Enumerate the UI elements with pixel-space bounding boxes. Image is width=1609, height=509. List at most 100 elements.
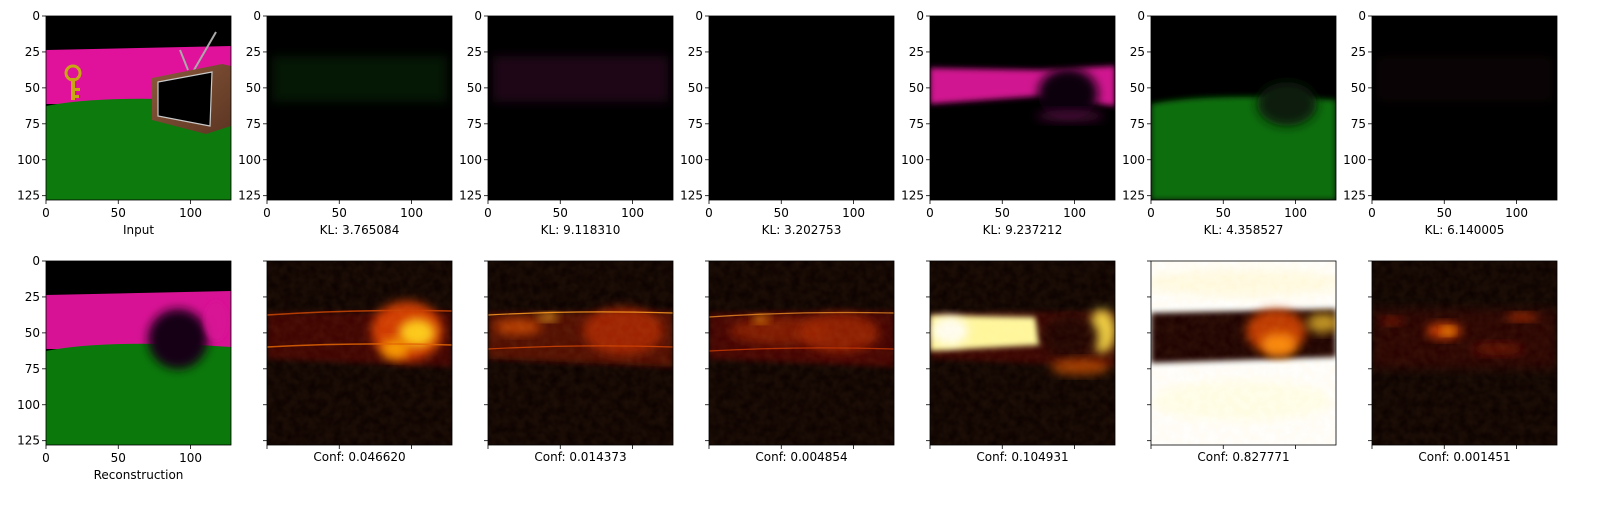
y-tick-label: 75 <box>467 117 482 131</box>
kl-caption: KL: 3.202753 <box>762 223 842 237</box>
heat-texture <box>267 261 452 445</box>
panel-frame <box>929 260 1116 446</box>
y-tick-label: 125 <box>1122 189 1145 203</box>
top-panel-4: 0 50 100 0 25 50 75 100 125 KL: 9.237212 <box>901 9 1116 237</box>
bottom-panel-1: Conf: 0.046620 <box>263 260 453 464</box>
y-tick-label: 50 <box>467 81 482 95</box>
panel-frame <box>1150 15 1337 201</box>
x-tick-label: 0 <box>705 206 713 220</box>
x-tick-label: 100 <box>1063 206 1086 220</box>
y-tick-label: 25 <box>25 45 40 59</box>
kl-caption: KL: 6.140005 <box>1425 223 1505 237</box>
heat-texture <box>709 261 894 445</box>
y-tick-label: 100 <box>1343 153 1366 167</box>
y-tick-label: 75 <box>25 362 40 376</box>
y-tick-label: 75 <box>1130 117 1145 131</box>
y-tick-label: 50 <box>246 81 261 95</box>
y-tick-label: 25 <box>467 45 482 59</box>
y-tick-label: 100 <box>17 153 40 167</box>
y-tick-label: 125 <box>17 189 40 203</box>
heat-texture <box>1151 261 1336 445</box>
y-tick-label: 0 <box>1137 9 1145 23</box>
heat-texture <box>488 261 673 445</box>
y-tick-label: 50 <box>909 81 924 95</box>
confidence-heatmap <box>1151 261 1336 445</box>
y-tick-label: 100 <box>680 153 703 167</box>
y-tick-label: 75 <box>25 117 40 131</box>
x-tick-label: 0 <box>42 451 50 465</box>
y-tick-label: 50 <box>688 81 703 95</box>
x-tick-label: 100 <box>1284 206 1307 220</box>
y-tick-label: 125 <box>238 189 261 203</box>
y-tick-label: 100 <box>459 153 482 167</box>
x-tick-label: 50 <box>1437 206 1452 220</box>
y-tick-label: 25 <box>909 45 924 59</box>
y-tick-label: 125 <box>1343 189 1366 203</box>
top-panel-5: 0 50 100 0 25 50 75 100 125 KL: 4.358527 <box>1122 9 1337 237</box>
y-tick-label: 25 <box>688 45 703 59</box>
kl-caption: KL: 9.237212 <box>983 223 1063 237</box>
x-tick-label: 100 <box>621 206 644 220</box>
x-tick-label: 50 <box>1216 206 1231 220</box>
kl-caption: KL: 9.118310 <box>541 223 621 237</box>
x-tick-label: 100 <box>842 206 865 220</box>
tv-object <box>152 31 231 134</box>
panel-frame <box>45 260 232 446</box>
x-tick-label: 50 <box>111 206 126 220</box>
heat-texture <box>930 261 1115 445</box>
panel-frame <box>266 15 453 201</box>
x-tick-label: 50 <box>774 206 789 220</box>
y-tick-label: 0 <box>32 254 40 268</box>
y-tick-label: 50 <box>25 326 40 340</box>
kl-caption: Input <box>123 223 154 237</box>
image-content <box>46 261 231 445</box>
x-tick-label: 0 <box>42 206 50 220</box>
y-tick-label: 25 <box>1351 45 1366 59</box>
x-tick-label: 50 <box>553 206 568 220</box>
y-tick-label: 50 <box>1130 81 1145 95</box>
confidence-heatmap <box>1372 261 1557 445</box>
panel-frame <box>1371 260 1558 446</box>
x-tick-label: 100 <box>400 206 423 220</box>
y-tick-label: 75 <box>1351 117 1366 131</box>
heat-texture <box>1372 261 1557 445</box>
y-tick-label: 25 <box>25 290 40 304</box>
key-object <box>64 64 82 100</box>
bottom-panel-4: Conf: 0.104931 <box>926 260 1116 464</box>
panel-frame <box>1150 260 1337 446</box>
panel-frame <box>487 15 674 201</box>
image-content <box>488 16 673 200</box>
image-content <box>709 16 894 200</box>
conf-caption: Conf: 0.004854 <box>755 450 847 464</box>
x-tick-label: 0 <box>263 206 271 220</box>
panel-frame <box>45 15 232 201</box>
top-panel-2: 0 50 100 0 25 50 75 100 125 KL: 9.118310 <box>459 9 674 237</box>
image-content <box>46 16 231 200</box>
top-panel-3: 0 50 100 0 25 50 75 100 125 KL: 3.202753 <box>680 9 895 237</box>
y-tick-label: 100 <box>901 153 924 167</box>
y-tick-label: 0 <box>474 9 482 23</box>
image-content <box>267 16 452 200</box>
top-panel-1: 0 50 100 0 25 50 75 100 125 KL: 3.765084 <box>238 9 453 237</box>
panel-frame <box>708 260 895 446</box>
kl-caption: KL: 4.358527 <box>1204 223 1284 237</box>
y-tick-label: 125 <box>17 434 40 448</box>
top-panel-0: 0 50 100 0 25 50 75 100 125 Input <box>17 9 232 237</box>
y-tick-label: 25 <box>1130 45 1145 59</box>
y-tick-label: 100 <box>17 398 40 412</box>
x-tick-label: 0 <box>1147 206 1155 220</box>
y-tick-label: 75 <box>688 117 703 131</box>
y-tick-label: 0 <box>916 9 924 23</box>
y-tick-label: 75 <box>909 117 924 131</box>
x-tick-label: 50 <box>332 206 347 220</box>
top-panel-6: 0 50 100 0 25 50 75 100 125 KL: 6.140005 <box>1343 9 1558 237</box>
confidence-heatmap <box>488 261 673 445</box>
image-content <box>1372 16 1557 200</box>
confidence-heatmap <box>709 261 894 445</box>
bottom-panel-6: Conf: 0.001451 <box>1368 260 1558 464</box>
conf-caption: Conf: 0.046620 <box>313 450 405 464</box>
conf-caption: Conf: 0.001451 <box>1418 450 1510 464</box>
image-content <box>930 16 1115 200</box>
y-tick-label: 25 <box>246 45 261 59</box>
